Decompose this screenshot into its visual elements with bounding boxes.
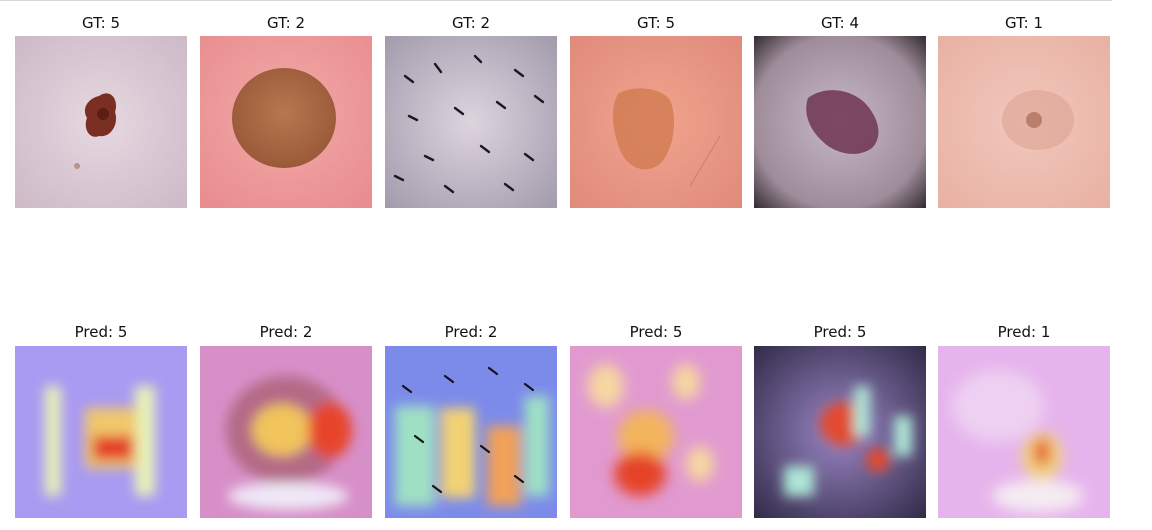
- pred-title-3: Pred: 2: [444, 323, 498, 341]
- pred-image-4: [570, 346, 742, 518]
- gt-image-6: [938, 36, 1110, 208]
- pred-title-6: Pred: 1: [997, 323, 1051, 341]
- pred-title-2: Pred: 2: [259, 323, 313, 341]
- gt-title-6: GT: 1: [1005, 14, 1043, 32]
- gt-image-5: [754, 36, 926, 208]
- pred-title-5: Pred: 5: [813, 323, 867, 341]
- pred-title-4: Pred: 5: [629, 323, 683, 341]
- pred-title-1: Pred: 5: [74, 323, 128, 341]
- gt-title-1: GT: 5: [82, 14, 120, 32]
- pred-image-3: [385, 346, 557, 518]
- gt-title-5: GT: 4: [821, 14, 859, 32]
- gt-title-3: GT: 2: [452, 14, 490, 32]
- gt-image-3: [385, 36, 557, 208]
- gt-title-4: GT: 5: [637, 14, 675, 32]
- pred-image-2: [200, 346, 372, 518]
- gt-image-4: [570, 36, 742, 208]
- pred-image-1: [15, 346, 187, 518]
- pred-image-6: [938, 346, 1110, 518]
- gt-title-2: GT: 2: [267, 14, 305, 32]
- pred-image-5: [754, 346, 926, 518]
- top-rule: [0, 0, 1112, 1]
- gt-image-2: [200, 36, 372, 208]
- gt-image-1: [15, 36, 187, 208]
